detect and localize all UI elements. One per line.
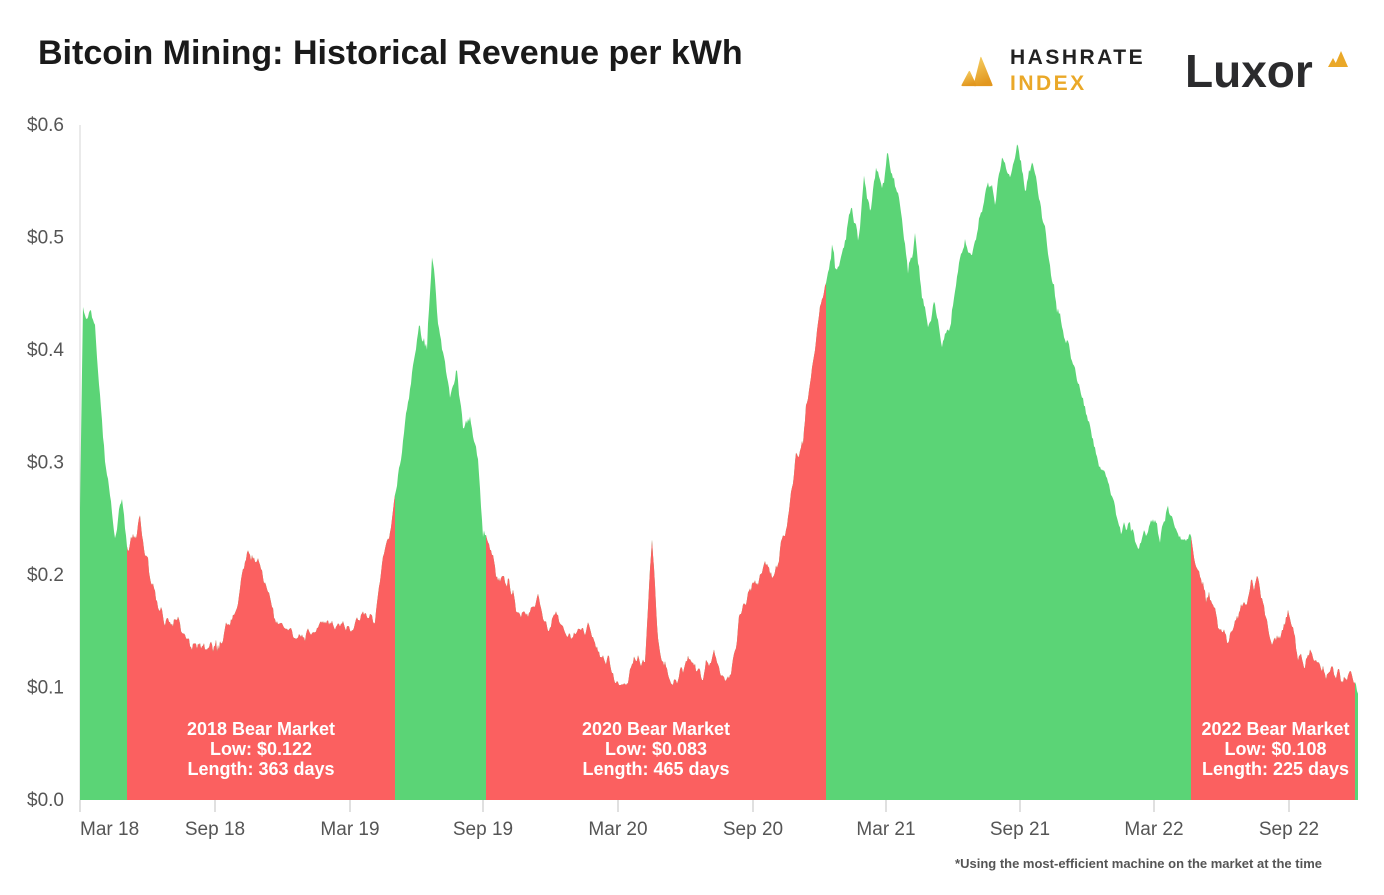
svg-text:$0.5: $0.5 bbox=[27, 228, 64, 249]
svg-text:$0.1: $0.1 bbox=[27, 678, 64, 699]
svg-text:Mar 21: Mar 21 bbox=[856, 819, 915, 840]
svg-text:Sep 19: Sep 19 bbox=[453, 819, 513, 840]
svg-text:Sep 18: Sep 18 bbox=[185, 819, 245, 840]
svg-text:Low: $0.122: Low: $0.122 bbox=[210, 739, 312, 759]
svg-text:Sep 22: Sep 22 bbox=[1259, 819, 1319, 840]
svg-text:2022 Bear Market: 2022 Bear Market bbox=[1201, 719, 1349, 739]
svg-text:Sep 20: Sep 20 bbox=[723, 819, 783, 840]
svg-text:Low: $0.108: Low: $0.108 bbox=[1224, 739, 1326, 759]
svg-text:Length: 363 days: Length: 363 days bbox=[187, 759, 334, 779]
svg-text:Mar 19: Mar 19 bbox=[320, 819, 379, 840]
svg-text:Mar 18: Mar 18 bbox=[80, 819, 139, 840]
svg-text:Length: 465 days: Length: 465 days bbox=[582, 759, 729, 779]
svg-text:Low: $0.083: Low: $0.083 bbox=[605, 739, 707, 759]
svg-text:2020 Bear Market: 2020 Bear Market bbox=[582, 719, 730, 739]
svg-text:Sep 21: Sep 21 bbox=[990, 819, 1050, 840]
svg-text:Mar 22: Mar 22 bbox=[1124, 819, 1183, 840]
svg-text:$0.2: $0.2 bbox=[27, 565, 64, 586]
svg-text:$0.3: $0.3 bbox=[27, 453, 64, 474]
svg-text:Mar 20: Mar 20 bbox=[588, 819, 647, 840]
svg-text:$0.0: $0.0 bbox=[27, 790, 64, 811]
svg-text:Length: 225 days: Length: 225 days bbox=[1202, 759, 1349, 779]
svg-text:$0.6: $0.6 bbox=[27, 115, 64, 136]
svg-text:*Using the most-efficient mach: *Using the most-efficient machine on the… bbox=[955, 856, 1322, 871]
svg-text:2018 Bear Market: 2018 Bear Market bbox=[187, 719, 335, 739]
svg-text:$0.4: $0.4 bbox=[27, 340, 64, 361]
